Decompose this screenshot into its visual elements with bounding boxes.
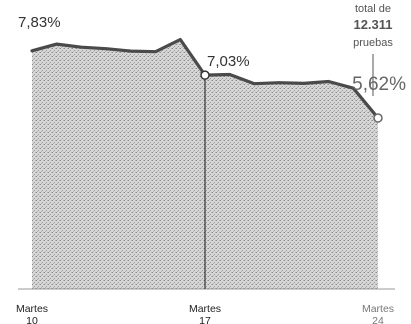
data-label-last: 5,62% [352,74,406,95]
x-tick-label-0: Martes [16,303,48,315]
data-label-first: 7,83% [18,14,61,31]
x-tick-label-1-day: 17 [199,315,211,324]
x-tick-label-0-day: 10 [26,315,38,324]
data-point-middle [200,70,210,80]
x-tick-label-1: Martes [189,303,221,315]
note-line-2: 12.311 [353,17,392,32]
note-line-1: total de [355,3,391,15]
data-point-last [373,113,383,123]
data-label-middle: 7,03% [207,53,250,70]
note-line-3: pruebas [353,37,393,49]
x-tick-label-2-day: 24 [372,315,384,324]
x-tick-label-2: Martes [362,303,394,315]
